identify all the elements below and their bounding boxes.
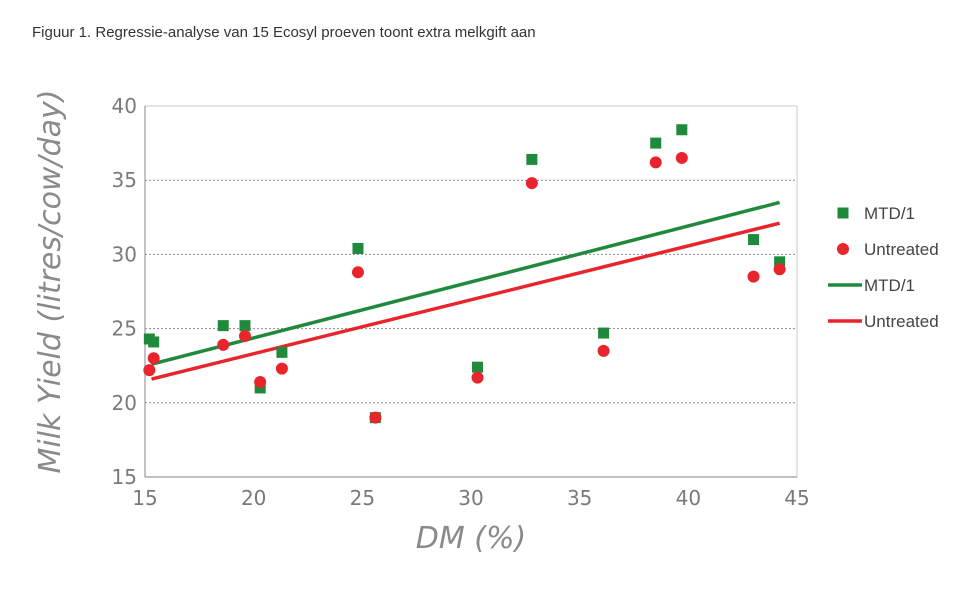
point-circle bbox=[773, 263, 786, 276]
plot-frame bbox=[144, 105, 798, 478]
y-tick-label: 30 bbox=[112, 242, 137, 266]
point-circle bbox=[369, 411, 382, 424]
point-circle bbox=[649, 156, 662, 169]
point-circle bbox=[238, 330, 251, 343]
point-square bbox=[239, 320, 251, 332]
gridlines bbox=[145, 105, 797, 404]
point-square bbox=[598, 327, 610, 339]
point-circle bbox=[147, 352, 160, 365]
point-circle bbox=[747, 270, 760, 283]
y-tick-label: 25 bbox=[112, 317, 137, 341]
point-square bbox=[472, 361, 484, 373]
x-tick-label: 15 bbox=[132, 486, 157, 510]
point-square bbox=[774, 256, 786, 268]
legend-label: Untreated bbox=[864, 312, 939, 331]
point-circle bbox=[217, 338, 230, 351]
figure-caption: Figuur 1. Regressie-analyse van 15 Ecosy… bbox=[32, 24, 536, 41]
point-circle bbox=[675, 151, 688, 164]
legend-label: MTD/1 bbox=[864, 204, 915, 223]
data-points bbox=[143, 124, 786, 424]
point-circle bbox=[143, 364, 156, 377]
y-tick-label: 35 bbox=[112, 168, 137, 192]
point-square bbox=[748, 234, 760, 246]
point-square bbox=[217, 320, 229, 332]
regression-line bbox=[151, 221, 781, 381]
legend: MTD/1 Untreated MTD/1 Untreated bbox=[828, 204, 939, 331]
y-tick-label: 15 bbox=[112, 465, 137, 489]
point-circle bbox=[351, 266, 364, 279]
y-tick-label: 40 bbox=[112, 94, 137, 118]
point-square bbox=[526, 153, 538, 165]
x-axis-title: DM (%) bbox=[416, 521, 526, 556]
point-square bbox=[352, 242, 364, 254]
y-axis-title: Milk Yield (litres/cow/day) bbox=[33, 89, 68, 473]
point-circle bbox=[275, 362, 288, 375]
legend-marker-circle bbox=[837, 243, 849, 255]
legend-marker-square bbox=[837, 207, 849, 219]
x-tick-label: 35 bbox=[567, 486, 592, 510]
axes bbox=[144, 105, 798, 478]
point-circle bbox=[525, 177, 538, 190]
point-circle bbox=[597, 344, 610, 357]
x-tick-label: 20 bbox=[241, 486, 266, 510]
y-tick-label: 20 bbox=[112, 391, 137, 415]
point-square bbox=[676, 124, 688, 136]
legend-label: MTD/1 bbox=[864, 276, 915, 295]
regression-lines bbox=[151, 200, 781, 381]
point-square bbox=[276, 346, 288, 358]
point-circle bbox=[254, 376, 267, 389]
tick-labels: 15 20 25 30 35 40 15 20 25 30 35 40 45 bbox=[112, 94, 810, 510]
x-tick-label: 40 bbox=[676, 486, 701, 510]
point-square bbox=[148, 336, 160, 348]
point-circle bbox=[471, 371, 484, 384]
x-tick-label: 25 bbox=[350, 486, 375, 510]
x-tick-label: 30 bbox=[458, 486, 483, 510]
point-square bbox=[650, 137, 662, 149]
regression-line bbox=[151, 200, 781, 366]
legend-label: Untreated bbox=[864, 240, 939, 259]
x-tick-label: 45 bbox=[784, 486, 809, 510]
